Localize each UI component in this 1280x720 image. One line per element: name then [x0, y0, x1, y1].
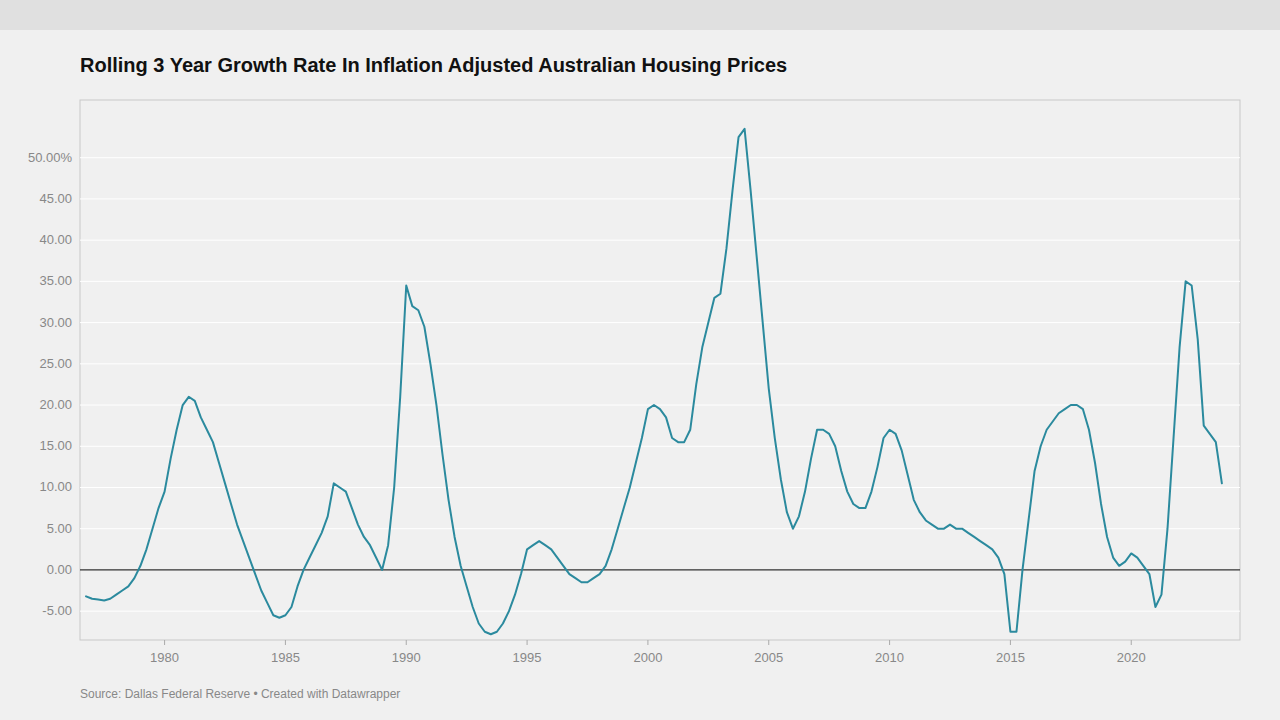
- grid-line: [80, 198, 1240, 199]
- grid-line: [80, 446, 1240, 447]
- source-note: Source: Dallas Federal Reserve • Created…: [80, 687, 400, 701]
- x-tick: [285, 640, 286, 645]
- title: Rolling 3 Year Growth Rate In Inflation …: [80, 54, 787, 76]
- x-tick-label: 1985: [271, 650, 300, 665]
- y-tick-label: 50.00%: [28, 150, 73, 165]
- data-layer: [86, 129, 1222, 634]
- x-tick: [647, 640, 648, 645]
- y-tick-label: 5.00: [47, 521, 72, 536]
- x-tick-label: 2010: [875, 650, 904, 665]
- background: [0, 0, 1280, 720]
- grid-line: [80, 487, 1240, 488]
- x-tick-label: 2005: [754, 650, 783, 665]
- x-tick-label: 1995: [513, 650, 542, 665]
- chart: Rolling 3 Year Growth Rate In Inflation …: [0, 0, 1280, 720]
- y-tick-label: 45.00: [39, 191, 72, 206]
- grid-line: [80, 240, 1240, 241]
- y-tick-label: 40.00: [39, 232, 72, 247]
- y-tick-label: 35.00: [39, 273, 72, 288]
- x-tick: [406, 640, 407, 645]
- plot-frame: [80, 100, 1240, 640]
- y-tick-label: 15.00: [39, 438, 72, 453]
- y-tick-label: 20.00: [39, 397, 72, 412]
- grid-line: [80, 611, 1240, 612]
- y-tick-label: 10.00: [39, 479, 72, 494]
- x-tick-label: 1990: [392, 650, 421, 665]
- x-tick: [768, 640, 769, 645]
- y-tick-label: -5.00: [42, 603, 72, 618]
- x-tick-label: 2015: [996, 650, 1025, 665]
- x-tick: [1131, 640, 1132, 645]
- grid-line: [80, 322, 1240, 323]
- x-tick-label: 2000: [633, 650, 662, 665]
- grid-line: [80, 157, 1240, 158]
- x-tick: [1010, 640, 1011, 645]
- grid-line: [80, 528, 1240, 529]
- y-tick-label: 25.00: [39, 356, 72, 371]
- y-tick-label: 0.00: [47, 562, 72, 577]
- x-tick: [889, 640, 890, 645]
- y-tick-label: 30.00: [39, 315, 72, 330]
- grid-line: [80, 281, 1240, 282]
- grid-line: [80, 405, 1240, 406]
- grid-line: [80, 363, 1240, 364]
- x-tick: [164, 640, 165, 645]
- grid: [80, 158, 1240, 611]
- x-tick: [527, 640, 528, 645]
- x-tick-label: 1980: [150, 650, 179, 665]
- header-bar: [0, 0, 1280, 30]
- x-tick-label: 2020: [1117, 650, 1146, 665]
- data-line: [86, 129, 1222, 634]
